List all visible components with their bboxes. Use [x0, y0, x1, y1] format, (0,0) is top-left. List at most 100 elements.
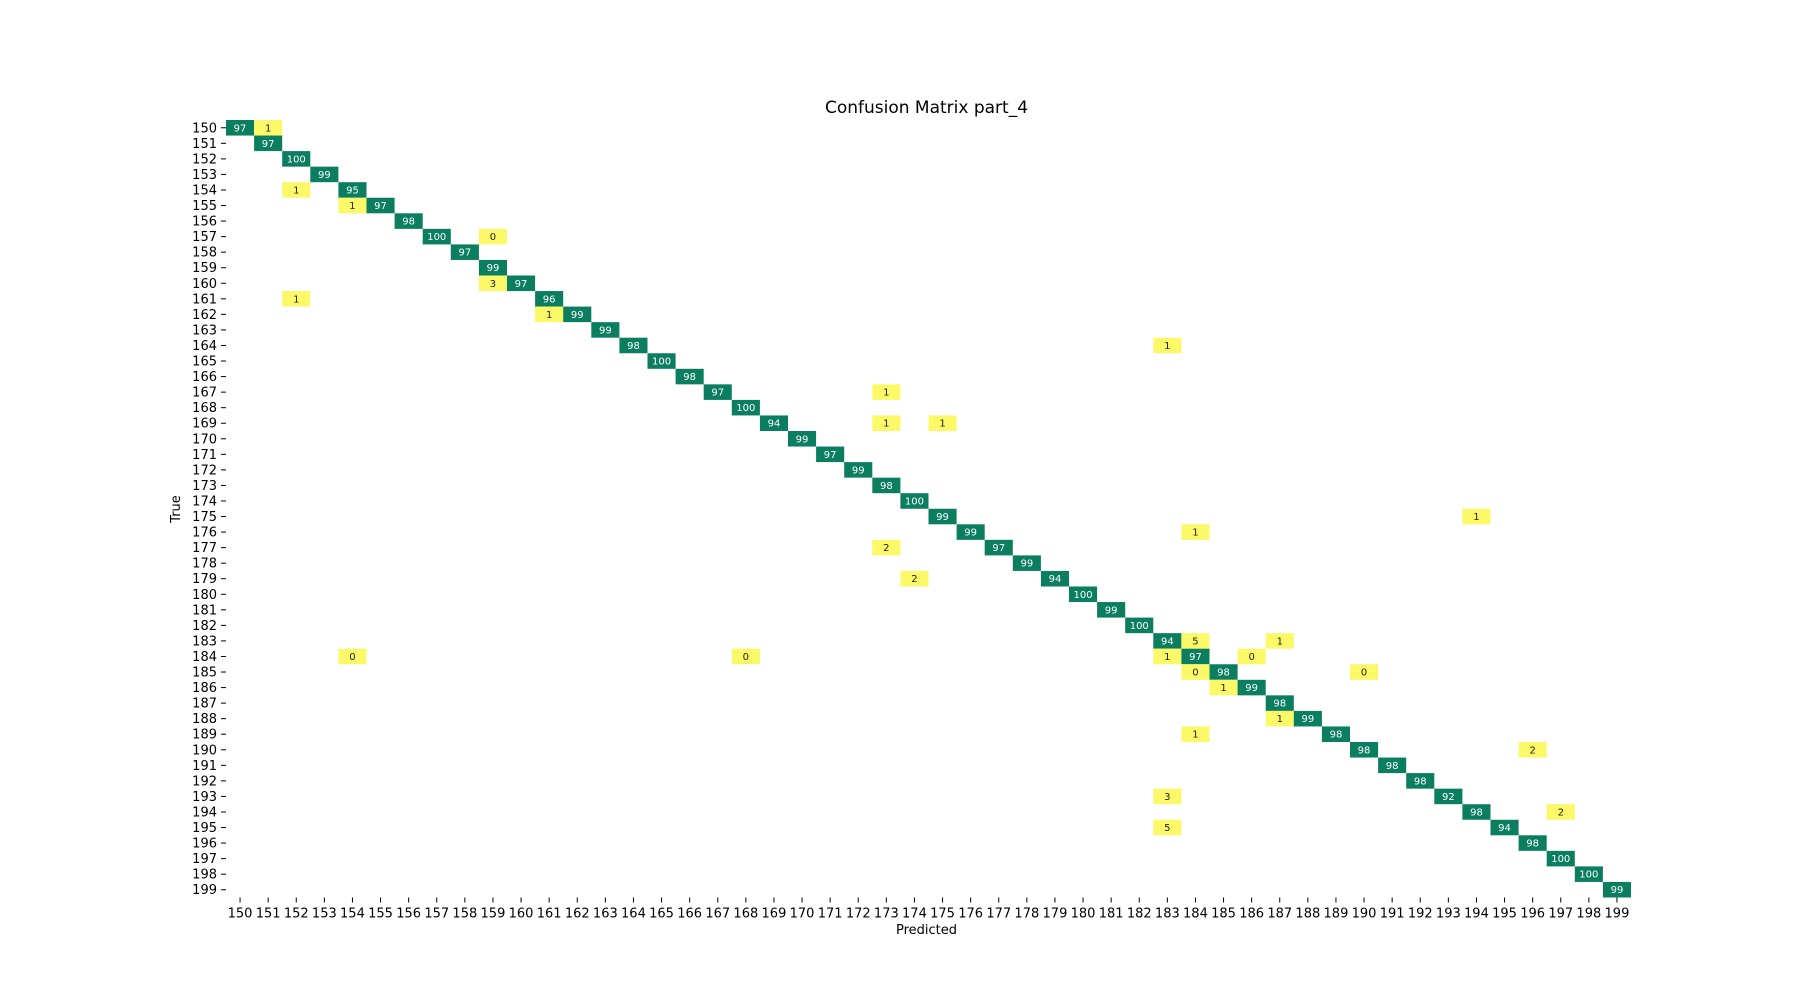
heatmap-cell: 97 [984, 539, 1013, 556]
y-axis-ticks: 1501511521531541551561571581591601611621… [192, 121, 226, 898]
y-tick-label: 172 [192, 463, 217, 478]
heatmap-cell-rect [226, 120, 255, 136]
cell-value-label: 100 [1579, 870, 1598, 881]
x-tick-label: 185 [1211, 907, 1236, 922]
heatmap-cell-rect [928, 508, 957, 525]
y-tick-label: 184 [192, 650, 217, 665]
heatmap-cell-rect [1265, 633, 1294, 649]
cell-value-label: 99 [796, 434, 809, 445]
heatmap-cell-rect [872, 539, 901, 556]
heatmap-cell-rect [1462, 508, 1491, 525]
heatmap-cell: 99 [788, 431, 817, 447]
heatmap-cell: 96 [535, 291, 564, 307]
x-tick-label: 176 [958, 907, 983, 922]
x-tick-label: 168 [733, 907, 758, 922]
heatmap-cell-rect [1153, 337, 1182, 354]
y-tick-label: 174 [192, 494, 217, 509]
heatmap-cell: 99 [1602, 881, 1631, 898]
heatmap-cell: 97 [507, 275, 536, 292]
cell-value-label: 1 [1164, 652, 1170, 663]
heatmap-cell-rect [366, 197, 395, 214]
cell-value-label: 100 [1074, 590, 1093, 601]
heatmap-cell: 2 [1546, 804, 1575, 820]
heatmap-cell-rect [1518, 835, 1547, 851]
x-axis-ticks: 150 151 152 153 154 155 156 157 158 159 160 161 162 1… [228, 897, 1629, 922]
cell-value-label: 0 [1248, 652, 1254, 663]
heatmap-cell: 2 [872, 539, 901, 556]
heatmap-cell: 94 [1490, 819, 1519, 836]
cell-value-label: 100 [905, 496, 924, 507]
heatmap-cell: 98 [1321, 726, 1350, 742]
heatmap-cell: 97 [366, 197, 395, 214]
x-tick-label: 184 [1183, 907, 1208, 922]
y-tick-label: 191 [192, 759, 217, 774]
y-tick-label: 161 [192, 292, 217, 307]
y-tick-label: 167 [192, 386, 217, 401]
cell-value-label: 2 [1529, 745, 1535, 756]
heatmap-cell-rect [1265, 710, 1294, 727]
cell-value-label: 0 [490, 232, 496, 243]
heatmap-cell: 98 [1462, 804, 1491, 820]
x-tick-label: 170 [790, 907, 815, 922]
x-tick-label: 157 [424, 907, 449, 922]
x-tick-label: 171 [818, 907, 843, 922]
y-tick-label: 180 [192, 588, 217, 603]
y-tick-label: 189 [192, 728, 217, 743]
y-tick-label: 168 [192, 401, 217, 416]
x-tick-label: 153 [312, 907, 337, 922]
heatmap-cell-rect [1350, 742, 1379, 758]
heatmap-cell-rect [338, 648, 367, 665]
heatmap-cell: 97 [226, 120, 255, 136]
cell-value-label: 1 [1277, 636, 1283, 647]
x-tick-label: 187 [1267, 907, 1292, 922]
heatmap-cell-rect [1181, 524, 1210, 540]
heatmap-cell-rect [872, 477, 901, 494]
cell-value-label: 1 [1220, 683, 1226, 694]
heatmap-cell-rect [1209, 679, 1238, 696]
cell-value-label: 1 [1277, 714, 1283, 725]
heatmap-cell-rect [844, 462, 873, 478]
heatmap-cell-rect [1265, 695, 1294, 711]
heatmap-cell-rect [1181, 633, 1210, 649]
cell-value-label: 5 [1164, 823, 1170, 834]
cell-value-label: 2 [911, 574, 917, 585]
heatmap-cell-rect [563, 306, 592, 323]
cell-value-label: 99 [318, 170, 331, 181]
heatmap-cell: 100 [900, 493, 929, 509]
heatmap-cell-rect [647, 353, 676, 369]
x-tick-label: 151 [256, 907, 281, 922]
heatmap-cell-rect [1153, 819, 1182, 836]
x-tick-label: 188 [1295, 907, 1320, 922]
y-tick-label: 185 [192, 666, 217, 681]
y-tick-label: 171 [192, 448, 217, 463]
heatmap-cell: 100 [282, 151, 311, 167]
cell-value-label: 94 [1498, 823, 1511, 834]
y-tick-label: 166 [192, 370, 217, 385]
y-tick-label: 198 [192, 868, 217, 883]
heatmap-cell-rect [1153, 788, 1182, 805]
x-tick-label: 189 [1324, 907, 1349, 922]
heatmap-cell-rect [535, 291, 564, 307]
cell-value-label: 97 [1189, 652, 1202, 663]
heatmap-cell-rect [254, 120, 283, 136]
cell-value-label: 98 [683, 372, 696, 383]
x-tick-label: 183 [1155, 907, 1180, 922]
cell-value-label: 95 [346, 185, 359, 196]
heatmap-cell: 0 [338, 648, 367, 665]
cell-value-label: 97 [824, 450, 837, 461]
heatmap-cell-rect [1462, 804, 1491, 820]
cell-value-label: 97 [262, 139, 275, 150]
x-tick-label: 194 [1464, 907, 1489, 922]
cell-value-label: 94 [1161, 636, 1174, 647]
heatmap-cell: 1 [254, 120, 283, 136]
cell-value-label: 1 [1192, 528, 1198, 539]
heatmap-cell: 98 [394, 213, 423, 229]
cell-value-label: 97 [992, 543, 1005, 554]
x-tick-label: 181 [1099, 907, 1124, 922]
y-tick-label: 176 [192, 526, 217, 541]
cell-value-label: 98 [627, 341, 640, 352]
x-tick-label: 156 [396, 907, 421, 922]
heatmap-cell-rect [422, 228, 451, 245]
cell-value-label: 94 [768, 419, 781, 430]
heatmap-cell-rect [254, 135, 283, 152]
